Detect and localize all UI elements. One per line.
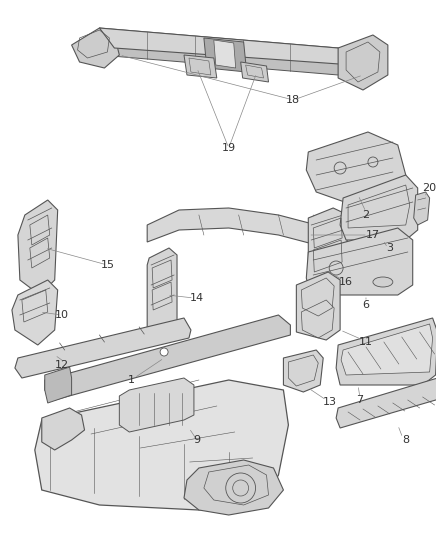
Polygon shape (15, 318, 191, 378)
Text: 1: 1 (128, 375, 135, 385)
Text: 3: 3 (386, 243, 393, 253)
Polygon shape (45, 367, 71, 403)
Polygon shape (244, 65, 258, 78)
Text: 10: 10 (55, 310, 69, 320)
Text: 15: 15 (100, 260, 114, 270)
Ellipse shape (373, 277, 393, 287)
Text: 8: 8 (402, 435, 410, 445)
Polygon shape (414, 192, 430, 225)
Text: 7: 7 (357, 395, 364, 405)
Text: 2: 2 (362, 210, 370, 220)
Text: 16: 16 (339, 277, 353, 287)
Text: 14: 14 (190, 293, 204, 303)
Text: 11: 11 (359, 337, 373, 347)
Polygon shape (184, 460, 283, 515)
Polygon shape (99, 28, 353, 65)
Polygon shape (99, 28, 353, 75)
Polygon shape (184, 55, 217, 78)
Polygon shape (308, 208, 348, 280)
Polygon shape (18, 200, 58, 295)
Polygon shape (12, 280, 58, 345)
Polygon shape (341, 324, 433, 375)
Text: 20: 20 (423, 183, 437, 193)
Polygon shape (42, 408, 85, 450)
Text: 18: 18 (286, 95, 300, 105)
Polygon shape (240, 62, 268, 82)
Polygon shape (283, 350, 323, 392)
Polygon shape (306, 132, 406, 205)
Polygon shape (147, 248, 177, 340)
Polygon shape (45, 315, 290, 400)
Polygon shape (194, 60, 206, 72)
Text: 17: 17 (366, 230, 380, 240)
Text: 13: 13 (323, 397, 337, 407)
Polygon shape (119, 378, 194, 432)
Polygon shape (338, 35, 388, 90)
Polygon shape (336, 318, 438, 385)
Text: 12: 12 (55, 360, 69, 370)
Circle shape (160, 348, 168, 356)
Polygon shape (214, 40, 236, 68)
Text: 9: 9 (193, 435, 201, 445)
Polygon shape (35, 380, 288, 510)
Polygon shape (71, 28, 119, 68)
Polygon shape (297, 272, 340, 340)
Polygon shape (306, 228, 413, 295)
Polygon shape (147, 208, 338, 248)
Polygon shape (336, 378, 438, 428)
Text: 6: 6 (363, 300, 370, 310)
Polygon shape (340, 175, 418, 240)
Polygon shape (204, 38, 247, 72)
Text: 19: 19 (222, 143, 236, 153)
